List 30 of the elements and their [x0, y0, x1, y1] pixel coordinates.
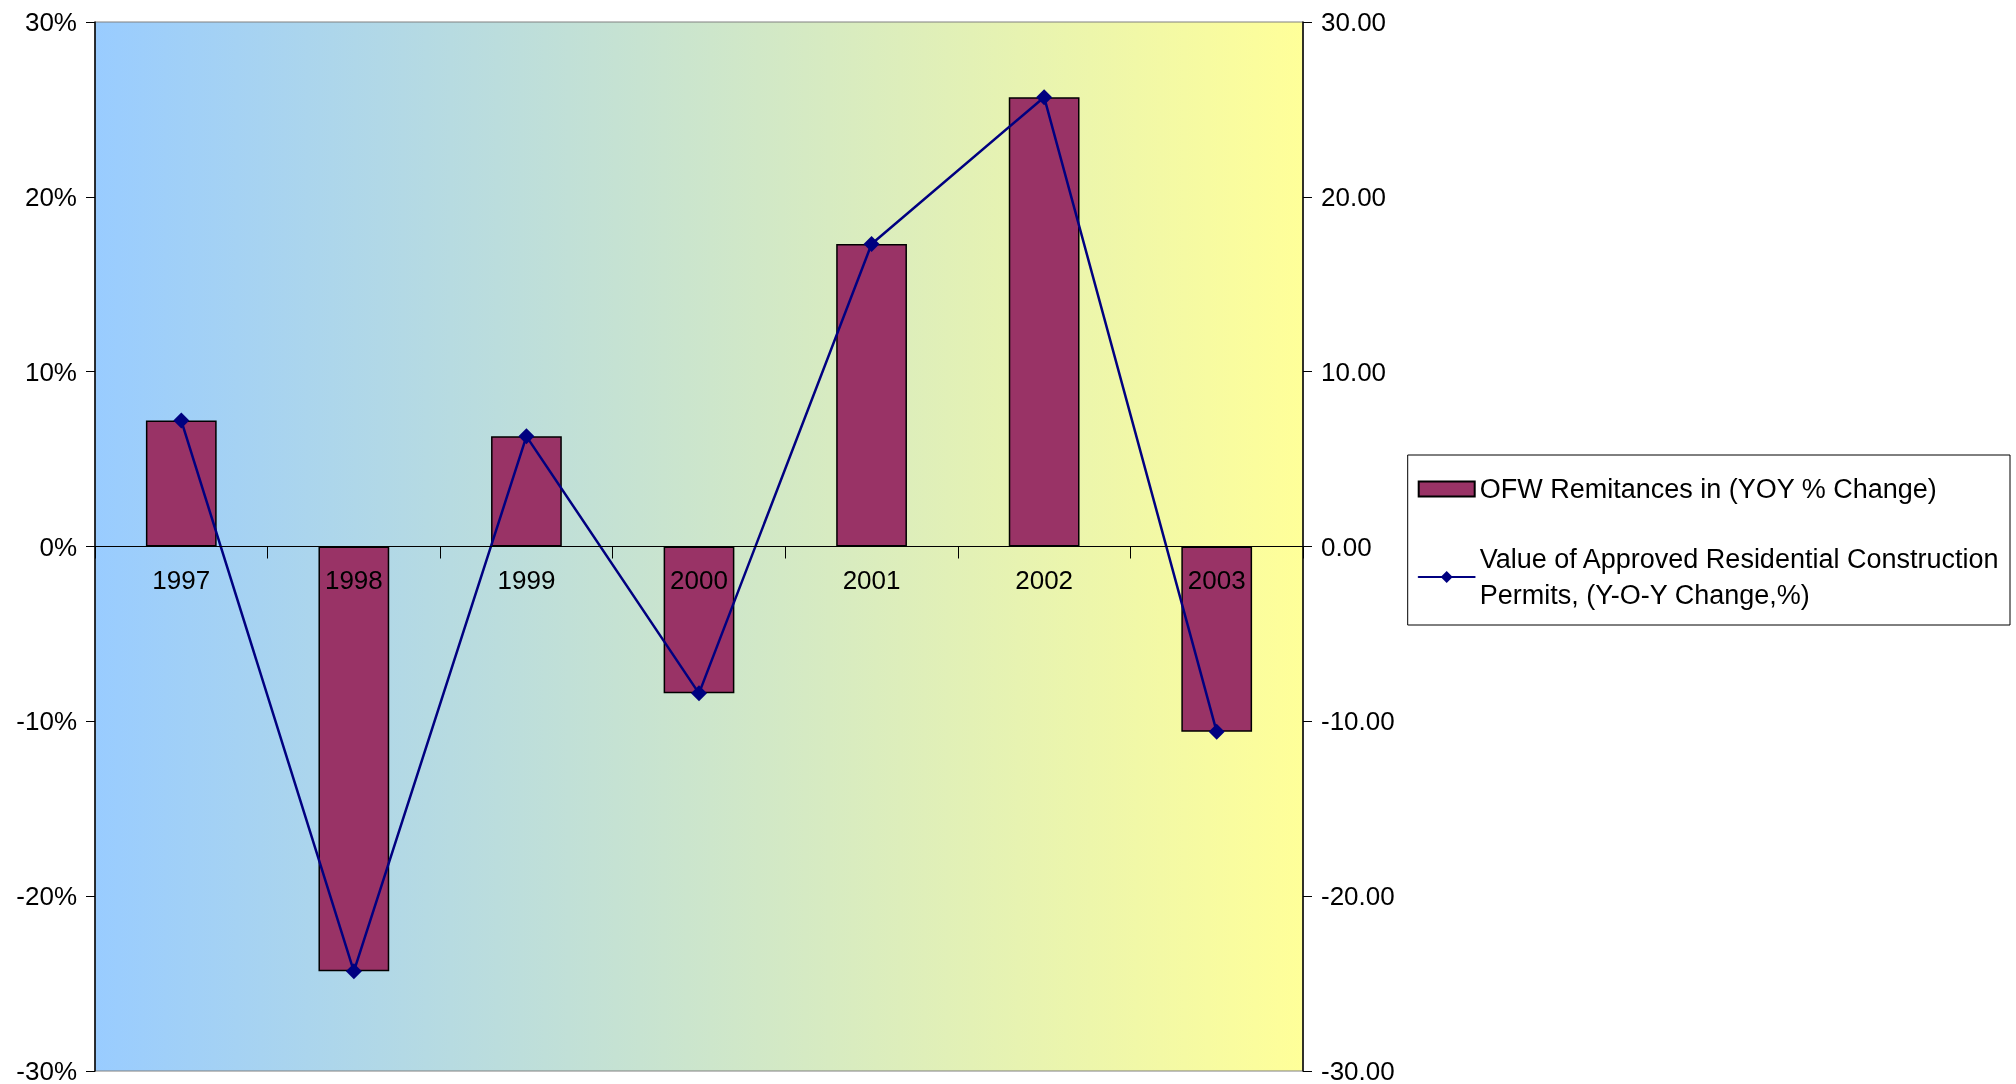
x-tick-label: 2001 — [842, 564, 901, 595]
point — [1208, 723, 1225, 740]
point — [518, 428, 535, 445]
y2-tick-label: 30.00 — [1321, 7, 1387, 37]
point — [1036, 89, 1053, 106]
x-tick-label: 1998 — [324, 564, 383, 595]
legend-label: OFW Remitances in (YOY % Change) — [1479, 474, 1937, 504]
point — [173, 412, 190, 429]
y-tick-label: 0% — [39, 531, 77, 562]
y2-tick-label: -30.00 — [1321, 1056, 1395, 1084]
y-tick-label: -30% — [16, 1056, 77, 1084]
point — [691, 685, 707, 702]
x-tick-label: 2002 — [1015, 564, 1074, 595]
y2-tick-label: 0.00 — [1321, 531, 1372, 562]
y-tick-label: 10% — [24, 356, 77, 387]
y2-tick-label: -20.00 — [1321, 881, 1395, 912]
x-tick-label: 1997 — [152, 564, 211, 595]
point — [863, 236, 880, 253]
legend-label: Value of Approved Residential Construction Permits, (Y-O-Y Change,%) — [1479, 544, 1999, 610]
x-tick-label: 2000 — [670, 564, 728, 595]
y-tick-label: -10% — [16, 706, 77, 737]
y2-tick-label: 20.00 — [1321, 181, 1387, 212]
point — [345, 963, 362, 980]
y2-tick-label: -10.00 — [1321, 706, 1395, 737]
x-tick-label: 1999 — [497, 564, 556, 595]
y-tick-label: 20% — [24, 181, 77, 212]
y2-tick-label: 10.00 — [1321, 356, 1387, 387]
x-tick-label: 2003 — [1187, 564, 1246, 595]
y-tick-label: 30% — [24, 7, 77, 37]
y-tick-label: -20% — [16, 881, 77, 912]
